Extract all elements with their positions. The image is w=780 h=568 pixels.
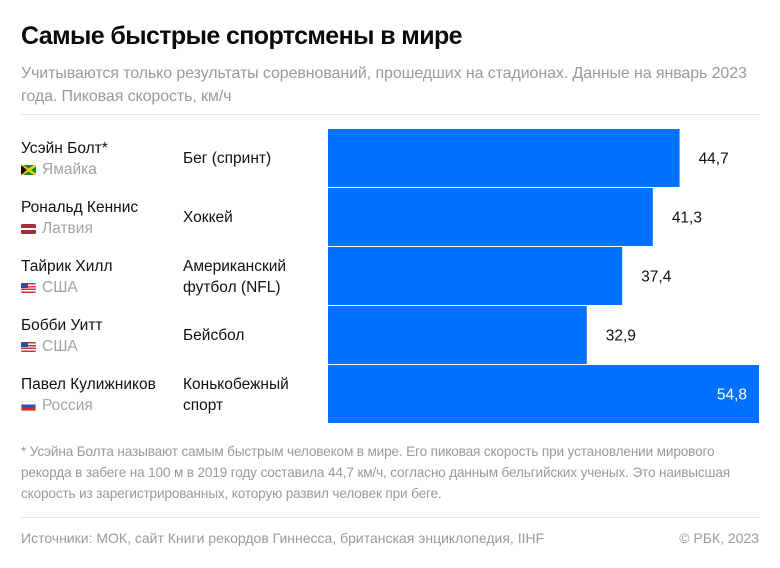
bar-4 xyxy=(328,365,760,423)
russia-flag-icon xyxy=(21,400,36,411)
sources: Источники: МОК, сайт Книги рекордов Гинн… xyxy=(21,530,545,546)
value-label-2: 37,4 xyxy=(641,269,672,286)
country-name: США xyxy=(42,338,78,355)
athlete-label-4: Павел Кулижников Россия xyxy=(21,374,181,416)
bar-3 xyxy=(328,306,587,364)
athlete-country: Ямайка xyxy=(21,159,181,180)
value-label-4: 54,8 xyxy=(717,387,747,404)
athlete-label-2: Тайрик Хилл США xyxy=(21,256,181,298)
athlete-name: Рональд Кеннис xyxy=(21,199,139,216)
country-name: Ямайка xyxy=(42,161,97,178)
athlete-country: США xyxy=(21,336,181,357)
bar-2 xyxy=(328,247,623,305)
country-name: Россия xyxy=(42,397,93,414)
athlete-name: Тайрик Хилл xyxy=(21,258,113,275)
usa-flag-icon xyxy=(21,341,36,352)
latvia-flag-icon xyxy=(21,223,36,234)
sport-label-0: Бег (спринт) xyxy=(183,150,272,167)
athlete-name: Павел Кулижников xyxy=(21,376,156,393)
footnote: * Усэйна Болта называют самым быстрым че… xyxy=(21,444,730,501)
page-title: Самые быстрые спортсмены в мире xyxy=(21,22,463,50)
page-subtitle: Учитываются только результаты соревнован… xyxy=(21,65,747,105)
athlete-label-0: Усэйн Болт* Ямайка xyxy=(21,138,181,180)
bar-0 xyxy=(328,129,680,187)
athlete-label-3: Бобби Уитт США xyxy=(21,315,181,357)
bar-1 xyxy=(328,188,653,246)
athlete-country: Россия xyxy=(21,395,181,416)
usa-flag-icon xyxy=(21,282,36,293)
value-label-0: 44,7 xyxy=(699,151,729,168)
country-name: США xyxy=(42,279,78,296)
sport-label-4: Конькобежный спорт xyxy=(183,376,289,414)
athlete-label-1: Рональд Кеннис Латвия xyxy=(21,197,181,239)
value-label-3: 32,9 xyxy=(606,328,636,345)
copyright: © РБК, 2023 xyxy=(679,530,759,546)
bottom-divider xyxy=(21,517,759,518)
athlete-country: Латвия xyxy=(21,218,181,239)
country-name: Латвия xyxy=(42,220,93,237)
sport-label-3: Бейсбол xyxy=(183,327,245,344)
sport-label-1: Хоккей xyxy=(183,209,233,226)
sport-label-2: Американский футбол (NFL) xyxy=(183,258,287,296)
athlete-country: США xyxy=(21,277,181,298)
value-label-1: 41,3 xyxy=(672,210,702,227)
jamaica-flag-icon xyxy=(21,164,36,175)
athlete-name: Бобби Уитт xyxy=(21,317,103,334)
athlete-name: Усэйн Болт* xyxy=(21,140,108,157)
top-divider xyxy=(21,114,759,115)
